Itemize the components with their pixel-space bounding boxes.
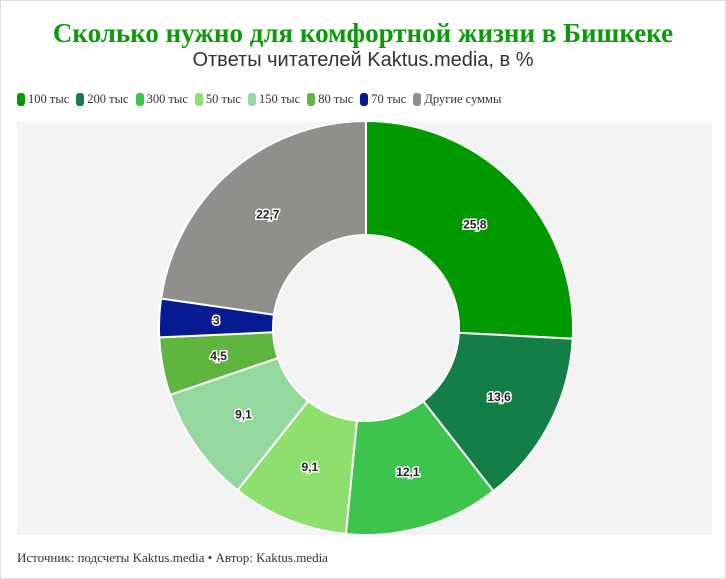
- source-footer: Источник: подсчеты Kaktus.media • Автор:…: [17, 550, 328, 565]
- legend-swatch: [247, 93, 256, 106]
- legend: 100 тыс 200 тыс 300 тыс 50 тыс 150 тыс 80 тыс…: [17, 92, 501, 107]
- legend-item[interactable]: 200 тыс: [76, 92, 129, 107]
- legend-swatch: [307, 93, 316, 106]
- legend-label: 100 тыс: [28, 92, 70, 106]
- legend-label: 200 тыс: [87, 92, 129, 106]
- plot-area: 25,8 13,6 12,1 9,1 9,1 4,5 3 22,7: [17, 122, 712, 535]
- data-label: 22,7: [256, 208, 280, 222]
- legend-swatch: [360, 93, 369, 106]
- chart-subtitle: Ответы читателей Kaktus.media, в %: [192, 49, 534, 71]
- legend-swatch: [413, 93, 422, 106]
- donut-slice[interactable]: [344, 400, 495, 535]
- donut-slice[interactable]: [160, 122, 367, 316]
- legend-label: 300 тыс: [146, 92, 188, 106]
- data-label: 9,1: [302, 460, 319, 474]
- data-label: 4,5: [210, 349, 227, 363]
- legend-label: 70 тыс: [371, 92, 407, 106]
- legend-swatch: [135, 93, 144, 106]
- legend-item[interactable]: 50 тыс: [194, 92, 241, 107]
- legend-item[interactable]: 70 тыс: [360, 92, 406, 107]
- legend-item[interactable]: Другие суммы: [413, 92, 501, 107]
- legend-item[interactable]: 80 тыс: [307, 92, 353, 107]
- legend-swatch: [76, 93, 85, 106]
- data-label: 3: [213, 314, 220, 328]
- legend-item[interactable]: 150 тыс: [247, 92, 301, 107]
- legend-swatch: [194, 93, 203, 106]
- chart-title: Сколько нужно для комфортной жизни в Биш…: [52, 18, 674, 48]
- data-label: 25,8: [463, 218, 487, 232]
- data-label: 12,1: [396, 465, 420, 479]
- legend-label: 50 тыс: [205, 92, 241, 106]
- legend-item[interactable]: 100 тыс: [17, 92, 69, 107]
- legend-label: 150 тыс: [258, 92, 301, 106]
- legend-label: Другие суммы: [424, 92, 502, 106]
- legend-swatch: [17, 93, 25, 106]
- donut-slice[interactable]: [365, 122, 574, 340]
- legend-label: 80 тыс: [318, 92, 354, 106]
- data-label: 13,6: [487, 390, 511, 404]
- donut-slice[interactable]: [422, 331, 574, 493]
- data-label: 9,1: [235, 408, 252, 422]
- legend-item[interactable]: 300 тыс: [135, 92, 188, 107]
- donut-chart: 25,8 13,6 12,1 9,1 9,1 4,5 3 22,7: [158, 122, 574, 535]
